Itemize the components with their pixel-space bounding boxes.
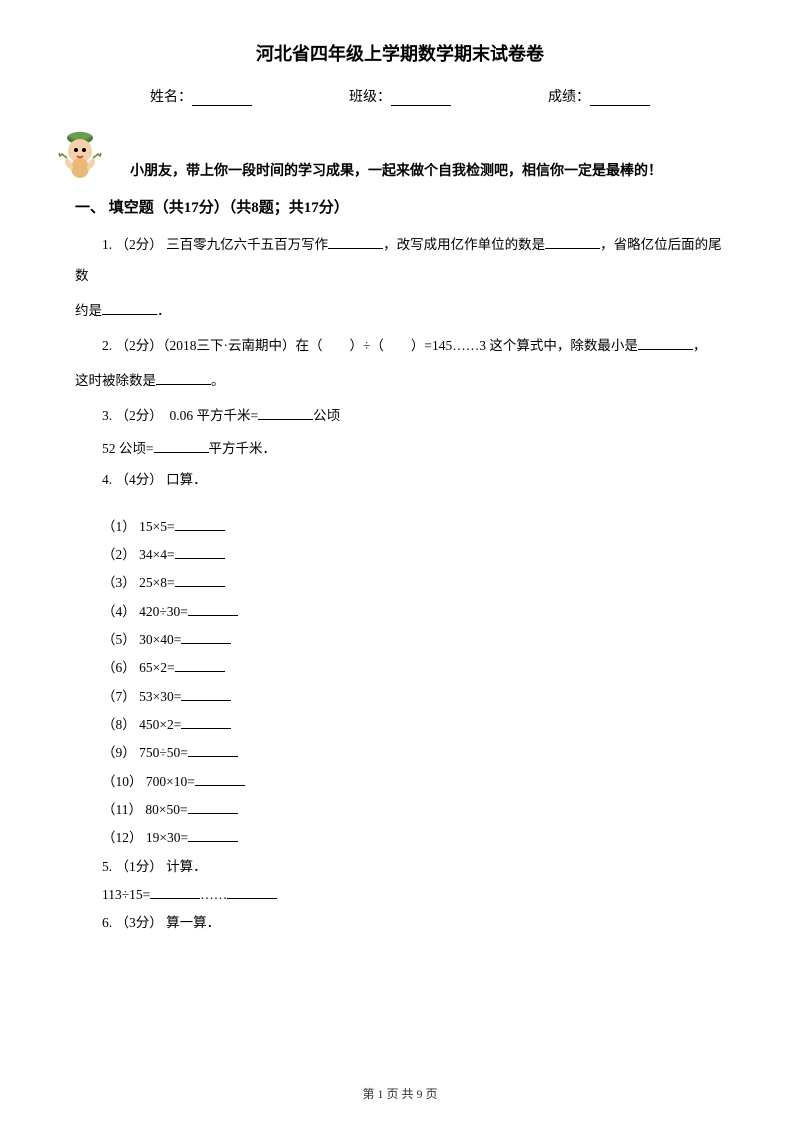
q4-item-text-6: （6） 65×2= <box>102 660 175 675</box>
q4-blank-8[interactable] <box>181 715 231 729</box>
q4-item-5: （5） 30×40= <box>75 626 725 654</box>
q2-comma: ， <box>693 338 707 353</box>
page-footer: 第 1 页 共 9 页 <box>0 1085 800 1102</box>
q4-item-9: （9） 750÷50= <box>75 739 725 767</box>
question-1-cont: 约是 ． <box>75 295 725 326</box>
class-blank[interactable] <box>391 90 451 106</box>
q4-blank-12[interactable] <box>188 828 238 842</box>
question-2-cont: 这时被除数是 。 <box>75 365 725 396</box>
q4-item-7: （7） 53×30= <box>75 683 725 711</box>
section-1-title: 一、 填空题（共17分）（共8题；共17分） <box>75 196 725 217</box>
question-3-line1: 3. （2分） 0.06 平方千米= 公顷 <box>75 400 725 431</box>
question-1: 1. （2分） 三百零九亿六千五百万写作，改写成用亿作单位的数是，省略亿位后面的… <box>75 229 725 291</box>
q4-item-text-10: （10） 700×10= <box>102 774 195 789</box>
name-label: 姓名： <box>150 86 192 106</box>
q4-blank-11[interactable] <box>188 800 238 814</box>
q1-blank-1[interactable] <box>328 235 383 249</box>
q3-blank-2[interactable] <box>154 439 209 453</box>
score-blank[interactable] <box>590 90 650 106</box>
q4-item-text-1: （1） 15×5= <box>102 519 175 534</box>
q4-item-text-4: （4） 420÷30= <box>102 604 188 619</box>
q4-item-text-9: （9） 750÷50= <box>102 745 188 760</box>
q4-blank-6[interactable] <box>175 658 225 672</box>
question-4-list: （1） 15×5= （2） 34×4= （3） 25×8= （4） 420÷30= （5… <box>75 513 725 853</box>
q2-period: 。 <box>211 373 225 388</box>
q1-period: ． <box>157 303 171 318</box>
question-6-title: 6. （3分） 算一算． <box>75 909 725 937</box>
student-info-line: 姓名： 班级： 成绩： <box>75 86 725 106</box>
exam-title: 河北省四年级上学期数学期末试卷卷 <box>75 40 725 66</box>
question-5-title: 5. （1分） 计算． <box>75 853 725 881</box>
mascot-icon <box>55 126 105 181</box>
q4-blank-9[interactable] <box>188 743 238 757</box>
question-2: 2. （2分）（2018三下·云南期中）在（ ）÷（ ）=145……3 这个算式… <box>75 330 725 361</box>
q3-text-2: 公顷 <box>313 408 340 423</box>
intro-text: 小朋友，带上你一段时间的学习成果，一起来做个自我检测吧，相信你一定是最棒的！ <box>130 126 725 183</box>
q4-item-text-7: （7） 53×30= <box>102 689 181 704</box>
q4-item-1: （1） 15×5= <box>75 513 725 541</box>
q4-item-12: （12） 19×30= <box>75 824 725 852</box>
q4-item-text-3: （3） 25×8= <box>102 575 175 590</box>
q5-blank-2[interactable] <box>227 885 277 899</box>
q2-blank-2[interactable] <box>156 371 211 385</box>
q3-blank-1[interactable] <box>258 406 313 420</box>
q4-item-text-12: （12） 19×30= <box>102 830 188 845</box>
q2-text-1: 2. （2分）（2018三下·云南期中）在（ ）÷（ ）=145……3 这个算式… <box>102 338 638 353</box>
q4-item-3: （3） 25×8= <box>75 569 725 597</box>
q4-item-4: （4） 420÷30= <box>75 598 725 626</box>
q4-item-text-2: （2） 34×4= <box>102 547 175 562</box>
q4-blank-5[interactable] <box>181 630 231 644</box>
q4-item-6: （6） 65×2= <box>75 654 725 682</box>
q1-blank-2[interactable] <box>545 235 600 249</box>
q4-item-text-5: （5） 30×40= <box>102 632 181 647</box>
q4-blank-3[interactable] <box>175 573 225 587</box>
score-label: 成绩： <box>548 86 590 106</box>
q2-blank-1[interactable] <box>638 336 693 350</box>
q4-blank-7[interactable] <box>181 687 231 701</box>
q4-blank-10[interactable] <box>195 772 245 786</box>
q3-text-1: 3. （2分） 0.06 平方千米= <box>102 408 258 423</box>
q4-item-text-11: （11） 80×50= <box>102 802 188 817</box>
q4-item-11: （11） 80×50= <box>75 796 725 824</box>
q4-item-10: （10） 700×10= <box>75 768 725 796</box>
q1-text-4: 约是 <box>75 303 102 318</box>
q4-item-8: （8） 450×2= <box>75 711 725 739</box>
class-label: 班级： <box>349 86 391 106</box>
question-5-expr: 113÷15= …… <box>75 881 725 909</box>
q2-text-2: 这时被除数是 <box>75 373 156 388</box>
q1-text-1: 1. （2分） 三百零九亿六千五百万写作 <box>102 237 328 252</box>
q3-text-4: 平方千米． <box>209 441 277 456</box>
q5-dots: …… <box>200 887 227 902</box>
q1-text-2: ，改写成用亿作单位的数是 <box>383 237 545 252</box>
question-3-line2: 52 公顷= 平方千米． <box>75 435 725 463</box>
q4-item-2: （2） 34×4= <box>75 541 725 569</box>
q5-blank-1[interactable] <box>150 885 200 899</box>
q4-item-text-8: （8） 450×2= <box>102 717 181 732</box>
q4-blank-2[interactable] <box>175 545 225 559</box>
name-blank[interactable] <box>192 90 252 106</box>
q4-blank-1[interactable] <box>175 517 225 531</box>
q1-blank-3[interactable] <box>102 301 157 315</box>
q5-text-1: 113÷15= <box>102 887 150 902</box>
q3-text-3: 52 公顷= <box>102 441 154 456</box>
mascot-area: 小朋友，带上你一段时间的学习成果，一起来做个自我检测吧，相信你一定是最棒的！ <box>75 126 725 186</box>
q4-blank-4[interactable] <box>188 602 238 616</box>
question-4-title: 4. （4分） 口算． <box>75 464 725 495</box>
